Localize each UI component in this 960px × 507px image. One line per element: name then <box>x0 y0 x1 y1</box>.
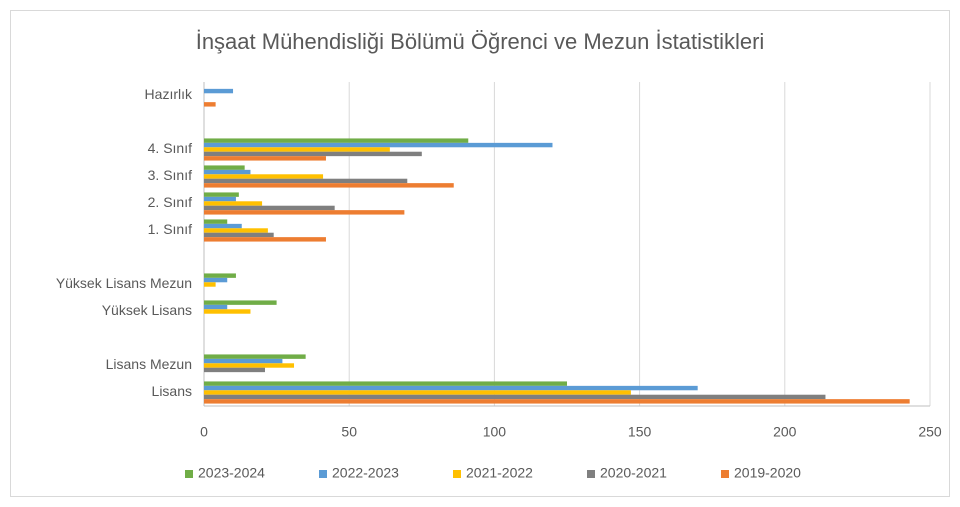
y-tick-label: Yüksek Lisans Mezun <box>56 275 192 291</box>
bar <box>204 282 216 287</box>
bar <box>204 304 228 310</box>
legend-label: 2019-2020 <box>734 465 801 481</box>
bar <box>204 192 239 197</box>
bar <box>204 300 277 305</box>
bar <box>204 205 335 211</box>
bar <box>204 178 408 184</box>
bar <box>204 196 236 202</box>
bar <box>204 165 245 170</box>
bar <box>204 385 698 391</box>
bar <box>204 358 283 364</box>
legend-swatch <box>185 470 193 478</box>
y-tick-label: Yüksek Lisans <box>102 302 192 318</box>
x-tick-label: 0 <box>200 424 208 440</box>
y-tick-label: 1. Sınıf <box>148 221 192 237</box>
y-tick-label: Hazırlık <box>145 86 193 102</box>
bar <box>204 223 242 229</box>
legend-label: 2023-2024 <box>198 465 265 481</box>
chart-title: İnşaat Mühendisliği Bölümü Öğrenci ve Me… <box>196 29 765 54</box>
bar <box>204 142 553 148</box>
x-tick-label: 250 <box>918 424 942 440</box>
legend-swatch <box>721 470 729 478</box>
bar <box>204 390 631 395</box>
bar <box>204 201 263 206</box>
bar <box>204 147 390 152</box>
bar <box>204 88 234 94</box>
bar <box>204 394 826 400</box>
bar <box>204 354 306 359</box>
bar <box>204 210 405 215</box>
bar <box>204 363 295 368</box>
bar <box>204 174 324 179</box>
bar <box>204 273 236 278</box>
y-tick-label: Lisans <box>152 383 192 399</box>
legend-label: 2022-2023 <box>332 465 399 481</box>
bar <box>204 151 422 157</box>
bar <box>204 138 469 143</box>
y-tick-label: 2. Sınıf <box>148 194 192 210</box>
bar <box>204 102 216 107</box>
y-tick-label: 3. Sınıf <box>148 167 192 183</box>
bar <box>204 367 265 373</box>
bar <box>204 219 228 224</box>
legend-swatch <box>587 470 595 478</box>
bar <box>204 381 567 386</box>
legend-swatch <box>319 470 327 478</box>
chart-frame <box>10 10 950 497</box>
bar <box>204 237 326 242</box>
y-tick-label: Lisans Mezun <box>106 356 192 372</box>
legend-swatch <box>453 470 461 478</box>
x-tick-label: 150 <box>628 424 652 440</box>
legend-label: 2021-2022 <box>466 465 533 481</box>
y-tick-label: 4. Sınıf <box>148 140 192 156</box>
x-tick-label: 200 <box>773 424 797 440</box>
x-tick-label: 50 <box>341 424 357 440</box>
bar <box>204 228 268 233</box>
legend-label: 2020-2021 <box>600 465 667 481</box>
bar <box>204 309 251 314</box>
bar <box>204 232 274 238</box>
bar <box>204 169 251 175</box>
bar <box>204 156 326 161</box>
bar <box>204 277 228 283</box>
bar <box>204 183 454 188</box>
x-tick-label: 100 <box>483 424 507 440</box>
bar <box>204 399 910 404</box>
